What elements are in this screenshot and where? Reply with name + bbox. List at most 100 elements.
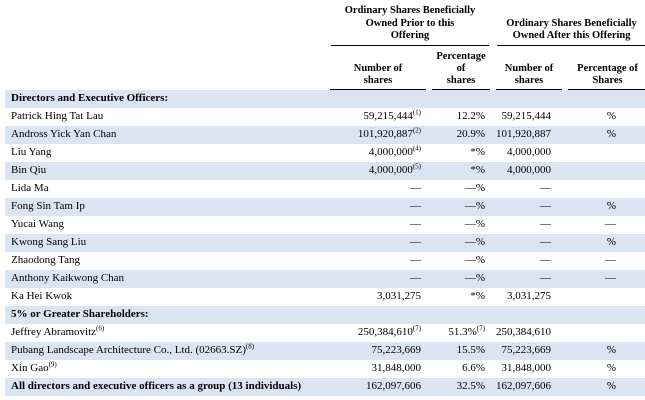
- prior-shares-cell: 162,097,606: [327, 377, 429, 396]
- sub-header-line: Number of: [353, 62, 403, 74]
- table-row: Yucai Wang — —% — —: [5, 216, 645, 234]
- prior-percent-cell: 32.5%: [429, 377, 494, 396]
- prior-shares-cell: 4,000,000(5): [327, 161, 429, 180]
- prior-percent-cell: *%: [429, 161, 494, 180]
- table-row: Lida Ma — —% —: [5, 180, 645, 198]
- prior-percent-cell: [429, 305, 494, 324]
- footnote-ref: (1): [412, 108, 421, 117]
- after-percent-cell: %: [565, 377, 645, 396]
- after-percent-cell: %: [565, 233, 645, 252]
- section-row: 5% or Greater Shareholders:: [5, 305, 645, 324]
- holder-name: Zhaodong Tang: [11, 254, 80, 266]
- prior-percent-cell: *%: [470, 146, 486, 158]
- after-shares-cell: [493, 305, 566, 324]
- holder-name: Ka Hei Kwok: [11, 290, 73, 302]
- holder-name: Patrick Hing Tat Lau: [11, 110, 104, 122]
- footnote-ref: (2): [412, 126, 421, 135]
- after-percent-cell: %: [565, 341, 645, 360]
- holder-name: Kwong Sang Liu: [5, 233, 327, 252]
- group-header-prior: Ordinary Shares Beneficially Owned Prior…: [327, 5, 493, 46]
- sub-header-line: Percentage of: [436, 50, 486, 74]
- prior-percent-cell: 20.9%: [429, 125, 494, 144]
- holder-name: Yucai Wang: [11, 218, 64, 230]
- table-row: Pubang Landscape Architecture Co., Ltd. …: [5, 341, 645, 360]
- table-row: Zhaodong Tang — —% — —: [5, 252, 645, 270]
- after-percent-cell: [565, 161, 645, 180]
- sub-header-prior-number: Number of shares: [327, 46, 429, 90]
- after-shares-cell: 31,848,000: [501, 362, 552, 374]
- after-percent-cell: %: [606, 110, 617, 122]
- after-percent-cell: %: [565, 197, 645, 216]
- prior-shares-cell: [327, 305, 429, 324]
- holder-name: Liu Yang: [11, 146, 52, 158]
- table-row: Andross Yick Yan Chan 101,920,887(2) 20.9%…: [5, 125, 645, 144]
- prior-shares-cell: 75,223,669: [327, 341, 429, 360]
- group-header-prior-line: Owned Prior to this: [365, 17, 455, 29]
- after-percent-cell: %: [565, 125, 645, 144]
- sub-header-prior-percent: Percentage of shares: [429, 46, 493, 90]
- after-shares-cell: —: [540, 254, 552, 266]
- table-row: Anthony Kaikwong Chan — —% — —: [5, 269, 645, 288]
- after-percent-cell: —: [605, 254, 617, 266]
- after-shares-cell: 162,097,606: [493, 377, 566, 396]
- table-row: All directors and executive officers as …: [5, 377, 645, 396]
- prior-shares-cell: —: [410, 254, 421, 266]
- prior-percent-cell: 6.6%: [462, 362, 486, 374]
- after-shares-cell: [493, 89, 566, 108]
- after-shares-cell: 59,215,444: [501, 110, 552, 122]
- ownership-table: Ordinary Shares Beneficially Owned Prior…: [5, 5, 645, 396]
- after-shares-cell: 4,000,000: [507, 146, 552, 158]
- prior-shares-cell: —: [410, 182, 421, 194]
- prior-percent-cell: *%: [470, 290, 486, 302]
- prior-percent-cell: —%: [464, 218, 486, 230]
- holder-name: Pubang Landscape Architecture Co., Ltd. …: [5, 341, 327, 360]
- holder-name: Bin Qiu: [5, 161, 327, 180]
- holder-name: Fong Sin Tam Ip: [5, 197, 327, 216]
- after-percent-cell: [565, 180, 645, 198]
- footnote-ref: (4): [412, 144, 421, 153]
- after-shares-cell: 101,920,887: [493, 125, 566, 144]
- prior-shares-cell: 31,848,000: [371, 362, 422, 374]
- sub-header-line: shares: [446, 74, 476, 86]
- footnote-ref: (5): [412, 162, 421, 171]
- prior-shares-cell: 101,920,887(2): [327, 125, 429, 144]
- group-header-row: Ordinary Shares Beneficially Owned Prior…: [5, 5, 645, 46]
- sub-header-line: shares: [363, 74, 393, 86]
- after-shares-cell: —: [540, 218, 552, 230]
- group-header-after-line: Ordinary Shares Beneficially: [506, 17, 637, 29]
- prior-percent-cell: —%: [429, 197, 494, 216]
- after-shares-cell: 3,031,275: [507, 290, 552, 302]
- section-label: Directors and Executive Officers:: [5, 89, 327, 108]
- section-label: 5% or Greater Shareholders:: [5, 305, 327, 324]
- after-percent-cell: [565, 324, 645, 342]
- holder-name: Xin Gao(9): [11, 360, 57, 374]
- after-shares-cell: —: [493, 269, 566, 288]
- holder-name: All directors and executive officers as …: [5, 377, 327, 396]
- prior-percent-cell: 12.2%: [456, 110, 486, 122]
- table-row: Patrick Hing Tat Lau 59,215,444(1) 12.2% 59…: [5, 108, 645, 126]
- prior-shares-cell: —: [327, 233, 429, 252]
- prior-percent-cell: —%: [464, 254, 486, 266]
- group-header-after: Ordinary Shares Beneficially Owned After…: [493, 5, 645, 46]
- group-header-prior-line: Offering: [390, 30, 430, 41]
- sub-header-line: shares: [514, 74, 544, 86]
- footnote-ref: (6): [96, 324, 105, 333]
- footnote-ref: (7): [412, 324, 421, 333]
- sub-header-line: Percentage of: [577, 62, 638, 74]
- prior-shares-cell: —: [327, 197, 429, 216]
- group-header-prior-line: Ordinary Shares Beneficially: [344, 5, 476, 16]
- sub-header-row: Number of shares Percentage of shares Nu…: [5, 46, 645, 90]
- sub-header-after-percent: Percentage of Shares: [565, 46, 645, 90]
- footnote-ref: (7): [476, 324, 486, 333]
- table-row: Xin Gao(9) 31,848,000 6.6% 31,848,000%: [5, 360, 645, 378]
- prior-shares-cell: —: [410, 218, 421, 230]
- after-percent-cell: %: [606, 362, 617, 374]
- table-row: Jeffrey Abramovitz(6) 250,384,610(7) 51.3%…: [5, 324, 645, 342]
- after-percent-cell: —: [565, 269, 645, 288]
- prior-shares-cell: [327, 89, 429, 108]
- table-row: Liu Yang 4,000,000(4) *% 4,000,000: [5, 144, 645, 162]
- prior-percent-cell: —%: [429, 233, 494, 252]
- footnote-ref: (9): [48, 360, 57, 369]
- holder-name: Jeffrey Abramovitz(6): [11, 324, 105, 338]
